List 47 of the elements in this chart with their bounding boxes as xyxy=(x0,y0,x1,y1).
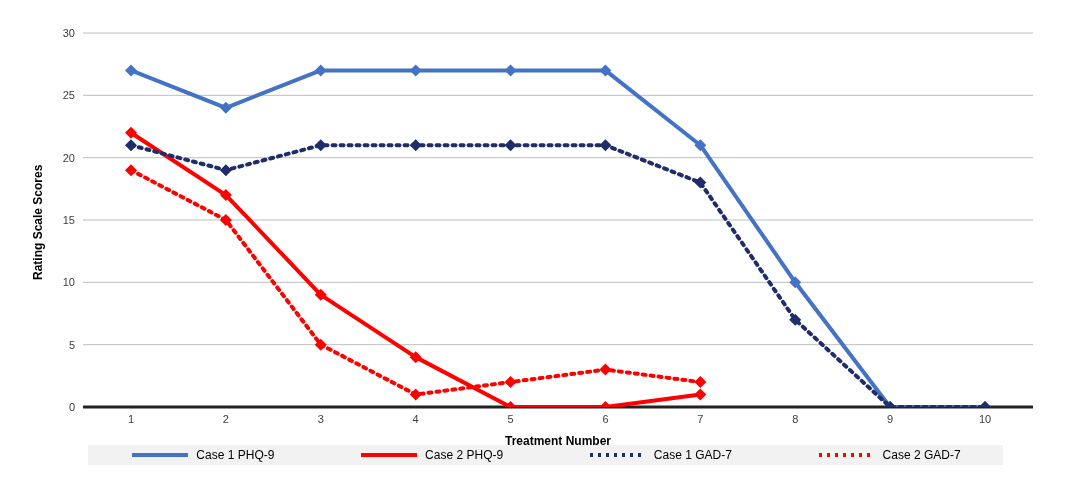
point xyxy=(694,176,707,189)
x-tick-label: 10 xyxy=(978,412,992,425)
point xyxy=(409,388,422,401)
point xyxy=(599,139,612,152)
point xyxy=(599,363,612,376)
x-axis-title: Treatment Number xyxy=(504,434,612,448)
point xyxy=(504,139,517,152)
point xyxy=(125,64,137,77)
y-tick-label: 30 xyxy=(62,26,75,39)
x-tick-label: 3 xyxy=(317,412,324,425)
point xyxy=(504,376,517,389)
point xyxy=(789,313,802,326)
point xyxy=(125,164,137,177)
legend-label: Case 1 PHQ-9 xyxy=(196,448,275,462)
point xyxy=(694,376,707,389)
legend-label: Case 2 GAD-7 xyxy=(882,448,961,462)
point xyxy=(314,288,327,301)
y-tick-label: 0 xyxy=(68,400,75,413)
x-tick-label: 1 xyxy=(127,412,135,425)
x-tick-label: 5 xyxy=(507,412,514,425)
y-tick-label: 15 xyxy=(62,213,75,226)
point xyxy=(694,388,707,401)
y-axis-title: Rating Scale Scores xyxy=(31,164,46,280)
point xyxy=(409,351,422,364)
point xyxy=(219,189,232,202)
legend-label: Case 2 PHQ-9 xyxy=(425,448,504,462)
x-tick-label: 7 xyxy=(697,412,704,425)
y-tick-label: 5 xyxy=(68,338,75,351)
x-tick-label: 6 xyxy=(602,412,609,425)
x-tick-label: 8 xyxy=(792,412,799,425)
point xyxy=(789,276,802,289)
y-tick-label: 10 xyxy=(62,276,75,289)
point xyxy=(314,139,327,152)
point xyxy=(314,338,327,351)
x-tick-label: 9 xyxy=(887,412,894,425)
point xyxy=(125,126,137,139)
point xyxy=(219,214,232,226)
y-tick-label: 20 xyxy=(62,151,75,164)
x-tick-label: 2 xyxy=(222,412,229,425)
x-tick-label: 4 xyxy=(412,412,419,425)
point xyxy=(694,139,707,152)
legend-label: Case 1 GAD-7 xyxy=(653,448,732,462)
point xyxy=(409,139,422,152)
y-tick-label: 25 xyxy=(62,89,75,102)
point xyxy=(219,101,232,114)
point xyxy=(219,164,232,177)
point xyxy=(125,139,137,152)
